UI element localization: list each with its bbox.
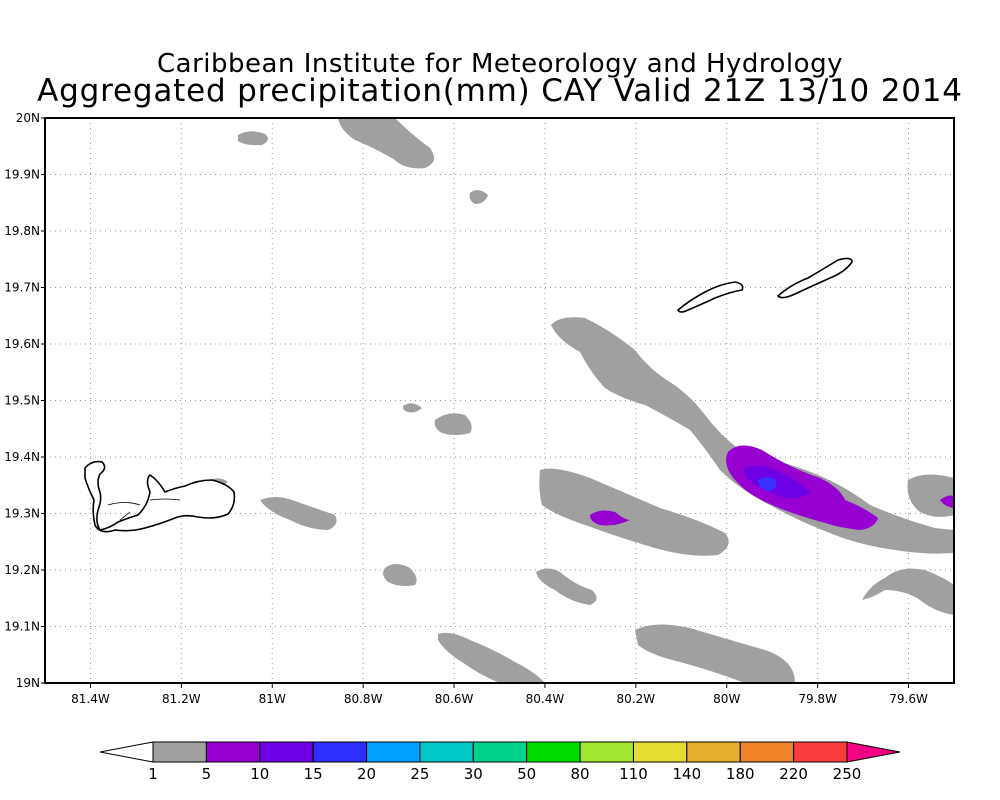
colorbar-label: 50: [517, 765, 536, 783]
lat-tick-label: 19N: [16, 676, 40, 690]
rain-area: [907, 474, 954, 517]
lat-tick-label: 19.6N: [4, 337, 40, 351]
colorbar-swatch: [152, 741, 207, 763]
rain-area: [536, 568, 597, 605]
colorbar-label: 5: [202, 765, 212, 783]
colorbar-label: 15: [304, 765, 323, 783]
lon-tick-label: 79.8W: [798, 692, 837, 706]
rain-area: [539, 468, 729, 556]
lat-tick-label: 19.2N: [4, 563, 40, 577]
lat-tick-label: 19.5N: [4, 394, 40, 408]
colorbar-swatch: [526, 741, 581, 763]
colorbar-label: 140: [673, 765, 702, 783]
colorbar-swatch: [472, 741, 528, 763]
rain-area: [635, 624, 795, 683]
precip-layer-peak: [744, 465, 810, 499]
land-grand-cayman: [84, 460, 236, 533]
rain-area: [434, 413, 472, 435]
colorbar-label: 110: [619, 765, 648, 783]
colorbar-label: 25: [410, 765, 429, 783]
lat-tick-label: 19.8N: [4, 224, 40, 238]
lon-tick-label: 80.2W: [617, 692, 656, 706]
lon-tick-label: 81W: [259, 692, 286, 706]
lon-tick-label: 80W: [713, 692, 740, 706]
rain-area: [862, 568, 954, 615]
colorbar-swatch: [579, 741, 634, 763]
title-line-2: Aggregated precipitation(mm) CAY Valid 2…: [37, 73, 963, 109]
title-line-1: Caribbean Institute for Meteorology and …: [157, 49, 843, 79]
colorbar-label: 180: [726, 765, 755, 783]
rain-area-heavy: [590, 510, 630, 526]
rain-area: [260, 497, 337, 530]
colorbar-label: 10: [250, 765, 269, 783]
colorbar-label: 20: [357, 765, 376, 783]
lon-tick-label: 81.2W: [162, 692, 201, 706]
colorbar-label: 1: [148, 765, 158, 783]
rain-area: [238, 131, 268, 146]
colorbar-label: 250: [833, 765, 862, 783]
precip-layer-1-5mm: [210, 118, 954, 683]
colorbar-swatch: [419, 741, 474, 763]
rain-area: [551, 317, 954, 554]
rain-area: [383, 564, 417, 586]
latitude-labels: 19N 19.1N 19.2N 19.3N 19.4N 19.5N 19.6N 19.7N 19…: [4, 111, 45, 690]
colorbar-max-arrow: [846, 741, 901, 763]
rain-area: [338, 118, 434, 169]
lat-tick-label: 20N: [16, 111, 40, 125]
colorbar: 1 5 10 15 20 25 30 50 80 110 140 180 220 250: [99, 741, 901, 783]
colorbar-label: 220: [779, 765, 808, 783]
rain-area: [402, 403, 422, 413]
lat-tick-label: 19.9N: [4, 168, 40, 182]
colorbar-swatch: [632, 741, 688, 763]
lon-tick-label: 80.8W: [344, 692, 383, 706]
lat-tick-label: 19.3N: [4, 507, 40, 521]
colorbar-min-arrow: [99, 741, 154, 763]
colorbar-swatch: [739, 741, 795, 763]
rain-area-heavy: [940, 495, 954, 508]
rain-area-peak: [758, 477, 777, 491]
lat-tick-label: 19.1N: [4, 620, 40, 634]
colorbar-swatch: [793, 741, 848, 763]
map-background: [45, 118, 954, 683]
colorbar-swatch: [205, 741, 261, 763]
land-cayman-brac: [776, 257, 853, 299]
colorbar-swatch: [312, 741, 368, 763]
colorbar-swatch: [366, 741, 421, 763]
lon-tick-label: 80.4W: [526, 692, 565, 706]
rain-area-core: [744, 465, 810, 499]
rain-area: [438, 632, 545, 683]
rain-area: [469, 189, 488, 204]
colorbar-label: 30: [464, 765, 483, 783]
colorbar-swatch: [686, 741, 741, 763]
longitude-labels: 81.4W 81.2W 81W 80.8W 80.6W 80.4W 80.2W 80W 79.8…: [71, 683, 928, 706]
colorbar-label: 80: [571, 765, 590, 783]
lon-tick-label: 81.4W: [71, 692, 110, 706]
lat-tick-label: 19.4N: [4, 450, 40, 464]
lon-tick-label: 80.6W: [435, 692, 474, 706]
lon-tick-label: 79.6W: [889, 692, 928, 706]
land-little-cayman: [677, 281, 744, 313]
colorbar-swatch: [259, 741, 314, 763]
lat-tick-label: 19.7N: [4, 281, 40, 295]
